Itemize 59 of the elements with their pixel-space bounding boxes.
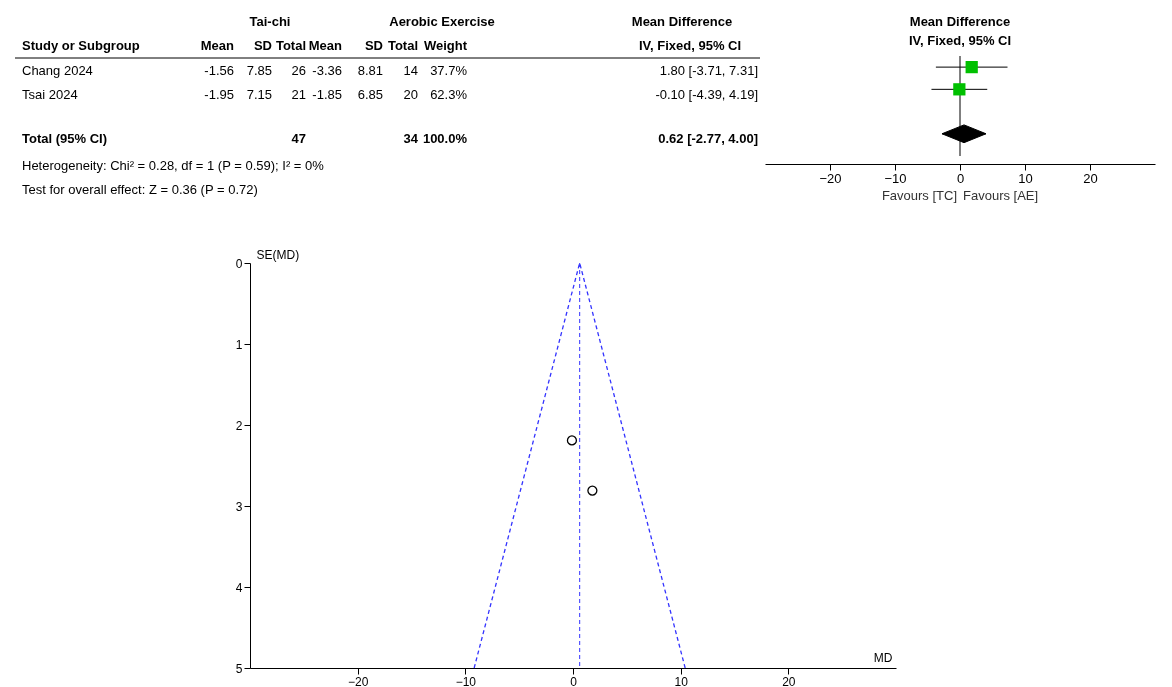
text: Favours [TC] <box>881 188 957 203</box>
y-axis-title: SE(MD) <box>256 247 300 262</box>
x-tick-label: 0 <box>570 674 578 687</box>
x-tick-label: −10 <box>455 674 477 687</box>
y-tick-label: 2 <box>235 418 243 433</box>
y-tick-label: 3 <box>235 499 243 514</box>
x-tick-label: 0 <box>956 170 965 186</box>
text: 0.62 [-2.77, 4.00] <box>658 131 758 146</box>
text: Favours [AE] <box>963 188 1039 203</box>
x-tick-label: 10 <box>1018 170 1033 186</box>
text: Heterogeneity: Chi² = 0.28, df = 1 (P = 0.59); I² = 0% <box>22 158 325 173</box>
text: 8.81 <box>357 63 383 78</box>
chart-subtitle: IV, Fixed, 95% CI <box>908 32 1012 48</box>
x-tick-label: 20 <box>782 674 796 687</box>
text: 6.85 <box>357 87 383 102</box>
text: 1.80 [-3.71, 7.31] <box>659 63 758 78</box>
text: 14 <box>403 63 418 78</box>
chart-title: Mean Difference <box>909 13 1011 29</box>
y-tick-label: 4 <box>235 580 243 595</box>
text: -0.10 [-4.39, 4.19] <box>655 87 758 102</box>
text: Chang 2024 <box>22 63 93 78</box>
text: Mean <box>308 38 343 53</box>
text: 20 <box>403 87 418 102</box>
text: -1.95 <box>204 87 234 102</box>
y-tick-label: 0 <box>235 256 243 271</box>
text: 34 <box>403 131 419 146</box>
x-tick-label: −10 <box>884 170 907 186</box>
text: 21 <box>291 87 306 102</box>
x-tick-label: 20 <box>1083 170 1098 186</box>
text: Weight <box>423 38 468 53</box>
text: 26 <box>291 63 306 78</box>
text: Mean Difference <box>631 14 733 29</box>
text: Study or Subgroup <box>22 38 140 53</box>
text: -1.56 <box>204 63 234 78</box>
text: Total (95% CI) <box>22 131 107 146</box>
text: 37.7% <box>430 63 468 78</box>
text: -3.36 <box>312 63 342 78</box>
text: Tai-chi <box>249 14 291 29</box>
text: 100.0% <box>422 131 468 146</box>
text: Total <box>275 38 306 53</box>
text: IV, Fixed, 95% CI <box>638 38 742 53</box>
text: Tsai 2024 <box>22 87 78 102</box>
x-axis-title: MD <box>873 650 893 665</box>
x-tick-label: −20 <box>819 170 842 186</box>
x-tick-label: −20 <box>347 674 369 687</box>
x-tick-label: 10 <box>674 674 689 687</box>
text: 47 <box>291 131 306 146</box>
y-tick-label: 5 <box>235 661 243 676</box>
text: Mean <box>200 38 235 53</box>
text: -1.85 <box>312 87 342 102</box>
text: Test for overall effect: Z = 0.36 (P = 0.72) <box>22 182 258 197</box>
text: 62.3% <box>430 87 468 102</box>
text: 7.15 <box>246 87 272 102</box>
text: 7.85 <box>246 63 272 78</box>
text: Total <box>387 38 418 53</box>
y-tick-label: 1 <box>235 337 243 352</box>
text: SD <box>364 38 383 53</box>
text: SD <box>253 38 272 53</box>
text: Aerobic Exercise <box>389 14 495 29</box>
